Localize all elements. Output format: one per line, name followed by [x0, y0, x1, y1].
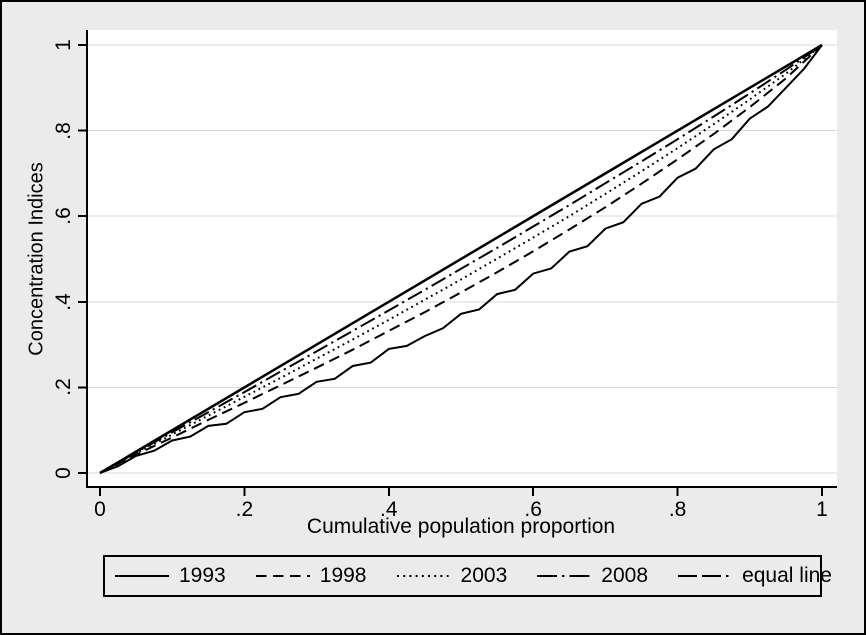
legend-item-2003: 2003	[396, 564, 508, 588]
y-tick-label-.2: .2	[52, 378, 75, 397]
x-tick-label-.6: .6	[524, 498, 542, 521]
x-axis-title: Cumulative population proportion	[306, 515, 616, 538]
legend-item-2008: 2008	[537, 564, 648, 588]
series-line-1998	[99, 44, 823, 474]
series-line-1993	[99, 44, 823, 474]
y-tick-label-0: 0	[52, 467, 75, 479]
x-tick-label-.4: .4	[380, 498, 398, 521]
y-tick-label-.6: .6	[52, 207, 75, 225]
x-tick-label-.2: .2	[235, 498, 254, 521]
y-tick-label-.4: .4	[52, 293, 75, 311]
series-line-2003	[99, 44, 823, 474]
legend-item-1998: 1998	[255, 564, 367, 588]
legend-line-sample-longdashdot	[678, 575, 733, 577]
x-tick-label-.8: .8	[668, 498, 687, 521]
series-line-equal-line	[99, 43, 823, 475]
legend: 1993 1998 2003 2008 equal line	[115, 555, 832, 597]
legend-line-sample-solid	[115, 575, 169, 577]
legend-line-sample-dash	[255, 575, 310, 577]
legend-line-sample-dashdot	[537, 575, 592, 577]
y-tick-label-1: 1	[52, 39, 75, 51]
series-line-2008	[99, 44, 823, 474]
legend-label: 2003	[460, 564, 508, 587]
x-tick-label-1: 1	[816, 498, 828, 521]
plot-area	[78, 30, 837, 496]
legend-item-1993: 1993	[115, 564, 226, 588]
legend-label: 2008	[601, 564, 649, 587]
y-axis-title: Concentration Indices	[25, 162, 48, 356]
legend-item-equal-line: equal line	[678, 564, 832, 588]
legend-label: 1998	[319, 564, 367, 587]
legend-label: equal line	[742, 564, 832, 587]
y-tick-label-.8: .8	[52, 121, 75, 140]
legend-label: 1993	[179, 564, 226, 587]
concentration-curves-plot	[78, 30, 837, 496]
legend-line-sample-dot	[396, 575, 451, 577]
x-tick-label-0: 0	[94, 498, 106, 521]
